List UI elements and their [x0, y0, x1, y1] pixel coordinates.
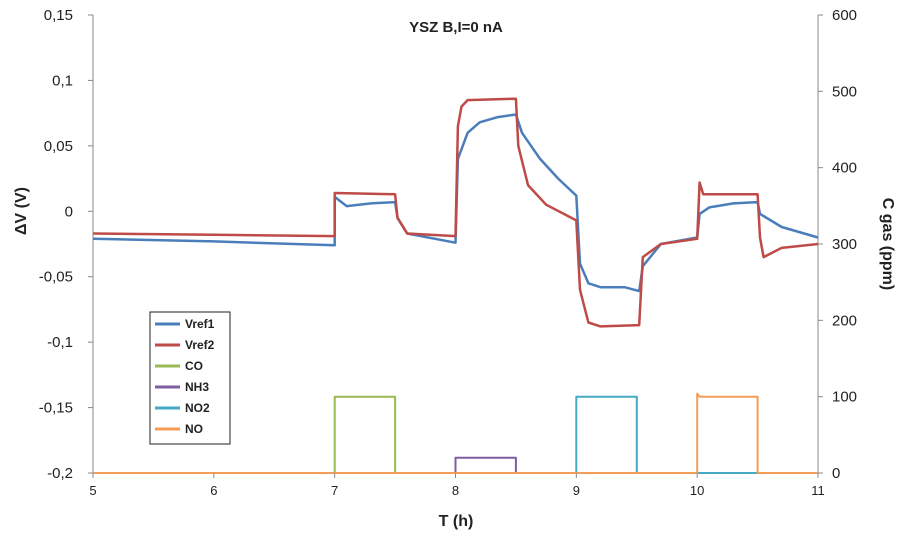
chart-title: YSZ B,I=0 nA: [409, 19, 503, 36]
y-right-tick-label: 200: [832, 312, 857, 329]
y-left-tick-label: -0,15: [39, 400, 73, 417]
y-right-axis-title: C gas (ppm): [879, 198, 896, 290]
series-line-vref2: [92, 97, 819, 328]
y-left-tick-label: -0,1: [47, 334, 73, 351]
legend: Vref1 Vref2 CO NH3 NO2 NO: [149, 311, 231, 445]
legend-label-no2: NO2: [185, 401, 210, 415]
x-tick-label: 11: [811, 483, 825, 498]
y-right-tick-label: 500: [832, 83, 857, 100]
y-left-tick-label: -0,05: [39, 269, 73, 286]
y-left-tick-label: 0,1: [52, 72, 73, 89]
legend-label-no: NO: [185, 422, 203, 436]
y-right-tick-label: 300: [832, 236, 857, 253]
x-tick-label: 9: [573, 483, 580, 498]
x-tick-label: 10: [690, 483, 704, 498]
legend-label-co: CO: [185, 359, 203, 373]
legend-box: [149, 311, 231, 445]
x-tick-label: 7: [331, 483, 338, 498]
x-tick-label: 8: [452, 483, 459, 498]
series-line-vref1: [92, 113, 819, 293]
y-left-tick-label: -0,2: [47, 465, 73, 482]
legend-label-vref1: Vref1: [185, 317, 215, 331]
x-tick-label: 5: [89, 483, 96, 498]
legend-label-nh3: NH3: [185, 380, 209, 394]
y-right-tick-label: 0: [832, 465, 840, 482]
series-line-nh3: [93, 456, 818, 474]
y-right-tick-label: 100: [832, 389, 857, 406]
y-right-tick-label: 600: [832, 7, 857, 24]
y-left-tick-label: 0,05: [44, 138, 73, 155]
y-right-tick-label: 400: [832, 160, 857, 177]
y-left-tick-label: 0,15: [44, 7, 73, 24]
x-axis-title: T (h): [439, 513, 474, 530]
y-left-axis-title: ΔV (V): [13, 187, 30, 235]
legend-label-vref2: Vref2: [185, 338, 215, 352]
x-tick-label: 6: [210, 483, 217, 498]
y-left-tick-label: 0: [65, 203, 73, 220]
